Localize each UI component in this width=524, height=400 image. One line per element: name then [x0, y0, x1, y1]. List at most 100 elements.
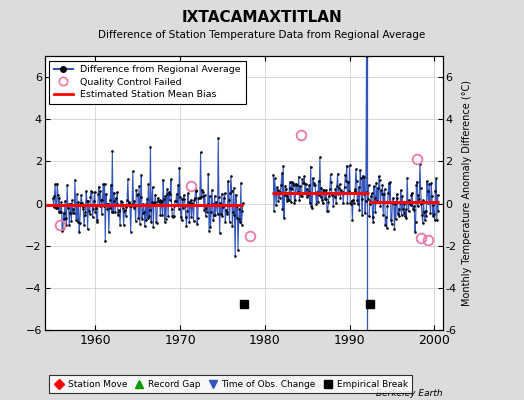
Point	[179, 192, 188, 199]
Point	[339, 200, 347, 206]
Point	[110, 190, 118, 196]
Point	[352, 166, 360, 172]
Point	[214, 135, 222, 141]
Point	[186, 200, 194, 206]
Point	[54, 208, 63, 215]
Point	[419, 197, 428, 203]
Point	[166, 196, 174, 203]
Point	[289, 180, 297, 186]
Point	[321, 196, 330, 202]
Point	[235, 206, 244, 212]
Point	[122, 213, 130, 220]
Point	[148, 184, 157, 190]
Point	[410, 203, 419, 209]
Point	[89, 206, 97, 213]
Point	[355, 184, 363, 190]
Point	[282, 198, 291, 204]
Point	[108, 148, 116, 154]
Point	[151, 191, 160, 198]
Point	[68, 197, 77, 203]
Point	[181, 203, 189, 210]
Point	[170, 203, 179, 210]
Point	[191, 194, 199, 201]
Point	[366, 201, 374, 208]
Point	[380, 186, 389, 192]
Point	[347, 197, 356, 204]
Point	[196, 149, 205, 156]
Point	[353, 197, 362, 204]
Point	[99, 181, 107, 187]
Point	[373, 184, 381, 191]
Point	[279, 163, 287, 169]
Point	[234, 246, 242, 253]
Point	[52, 205, 60, 212]
Point	[129, 205, 138, 211]
Point	[162, 215, 170, 222]
Point	[195, 195, 204, 201]
Point	[150, 198, 159, 205]
Point	[290, 182, 298, 188]
Point	[395, 206, 403, 212]
Point	[138, 210, 147, 216]
Point	[105, 229, 113, 236]
Point	[209, 217, 217, 223]
Point	[130, 202, 139, 209]
Point	[413, 178, 421, 185]
Point	[174, 206, 183, 212]
Point	[93, 218, 102, 225]
Point	[130, 198, 138, 204]
Point	[57, 208, 65, 215]
Point	[275, 189, 283, 195]
Point	[133, 192, 141, 198]
Point	[367, 193, 375, 199]
Point	[307, 202, 315, 209]
Point	[95, 184, 103, 190]
Point	[101, 180, 109, 187]
Point	[198, 186, 206, 193]
Point	[406, 201, 414, 207]
Point	[97, 197, 105, 204]
Point	[350, 200, 358, 206]
Point	[69, 206, 78, 212]
Point	[212, 199, 220, 206]
Point	[103, 206, 112, 212]
Point	[272, 184, 281, 190]
Point	[211, 193, 219, 199]
Point	[236, 219, 244, 226]
Point	[132, 218, 140, 224]
Point	[138, 216, 146, 222]
Point	[328, 192, 336, 198]
Point	[348, 217, 357, 223]
Point	[298, 176, 307, 182]
Point	[311, 190, 320, 196]
Point	[111, 209, 119, 216]
Point	[313, 198, 322, 205]
Point	[152, 219, 160, 225]
Point	[54, 192, 62, 198]
Point	[190, 197, 199, 204]
Point	[149, 224, 158, 230]
Point	[403, 174, 411, 181]
Point	[302, 194, 311, 200]
Point	[219, 213, 227, 219]
Point	[408, 190, 417, 196]
Point	[231, 253, 239, 260]
Point	[185, 219, 193, 226]
Point	[345, 162, 354, 168]
Point	[395, 213, 403, 219]
Point	[383, 225, 391, 232]
Point	[316, 154, 324, 160]
Point	[269, 172, 278, 178]
Point	[370, 195, 379, 202]
Point	[180, 196, 189, 202]
Point	[66, 210, 74, 216]
Point	[211, 212, 220, 218]
Point	[270, 208, 278, 214]
Point	[139, 201, 148, 207]
Point	[322, 187, 331, 193]
Point	[326, 171, 335, 178]
Point	[309, 175, 317, 182]
Point	[337, 190, 346, 196]
Point	[89, 214, 97, 220]
Point	[363, 189, 372, 196]
